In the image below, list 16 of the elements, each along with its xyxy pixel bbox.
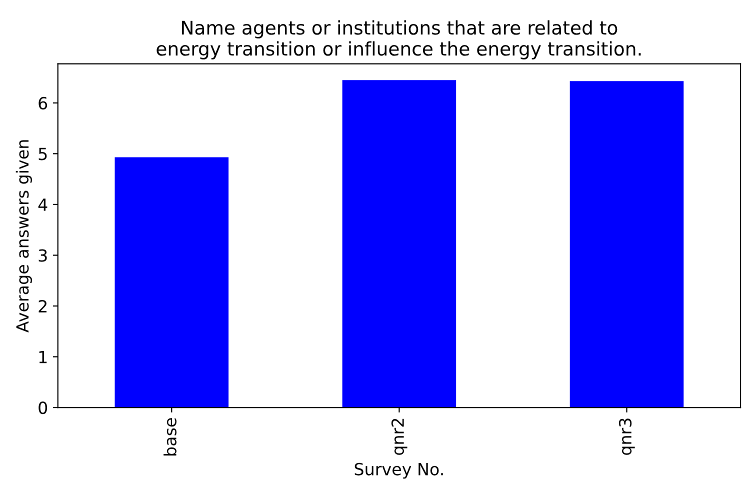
bar: [114, 157, 229, 408]
y-tick-label: 3: [38, 249, 47, 262]
chart-title: Name agents or institutions that are related to energy transition or influence the energy transition.: [156, 20, 641, 60]
y-axis-title: Average answers given: [16, 140, 32, 332]
x-axis-title: Survey No.: [354, 462, 443, 479]
y-tick-label: 2: [38, 300, 46, 312]
y-tick-label: 6: [38, 96, 48, 110]
bar: [342, 80, 456, 408]
x-tick-label: qnr2: [391, 418, 408, 455]
y-tick-label: 4: [38, 198, 48, 211]
x-tick-label: qnr3: [618, 418, 635, 455]
x-tick-label: base: [164, 418, 176, 456]
y-tick-label: 5: [38, 148, 47, 160]
y-tick-label: 0: [38, 401, 48, 414]
bar: [570, 81, 684, 408]
y-tick-label: 1: [39, 350, 47, 364]
